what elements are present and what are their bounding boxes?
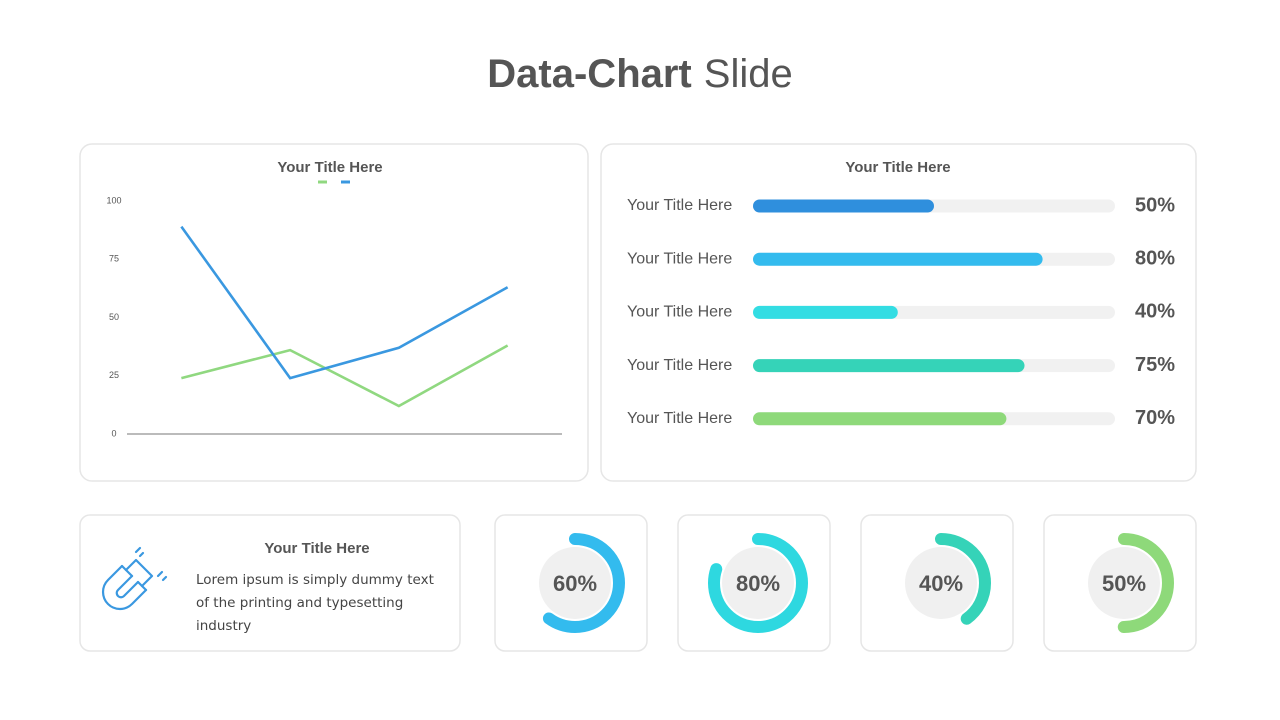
line-series [181, 344, 509, 408]
line-series [180, 225, 509, 380]
donut-center [539, 547, 611, 619]
slide-title: Data-Chart Slide [487, 52, 792, 96]
line-card [79, 143, 589, 482]
bar-label: Your Title Here [627, 304, 732, 321]
donut-label: 40% [919, 571, 963, 596]
value-label: 50% [1135, 194, 1175, 216]
bar [753, 252, 1043, 266]
info-card [79, 514, 461, 652]
bar-label: Your Title Here [627, 250, 732, 267]
title-bold: Data-Chart [487, 52, 691, 96]
value-label: 80% [1135, 247, 1175, 269]
donut-arc [1074, 533, 1174, 633]
info-text: Lorem ipsum is simply dummy text of the … [196, 572, 434, 634]
donut-center [905, 547, 977, 619]
y-tick-label: 25 [109, 370, 119, 380]
bar [753, 412, 1007, 426]
y-tick-label: 50 [109, 312, 119, 322]
donut-arc [891, 533, 991, 633]
donut-center [1088, 547, 1160, 619]
donut-label: 50% [1102, 571, 1146, 596]
donut-arc [525, 533, 625, 633]
value-label: 70% [1135, 407, 1175, 429]
bar [753, 199, 934, 213]
magnet-icon [101, 546, 168, 611]
chart-title: Your Title Here [277, 159, 382, 176]
bar-label: Your Title Here [627, 410, 732, 427]
donut-label: 60% [553, 571, 597, 596]
y-tick-label: 75 [109, 254, 119, 264]
bar [753, 305, 898, 319]
y-tick-label: 0 [111, 428, 116, 438]
donut-arc [708, 533, 808, 633]
title-rest: Slide [704, 52, 793, 96]
bar [753, 359, 1025, 373]
bar-label: Your Title Here [627, 357, 732, 374]
donut-center [722, 547, 794, 619]
y-tick-label: 100 [106, 195, 121, 205]
info-title: Your Title Here [264, 540, 369, 557]
value-label: 40% [1135, 301, 1175, 323]
chart-title: Your Title Here [845, 159, 950, 176]
bar-label: Your Title Here [627, 197, 732, 214]
donut-label: 80% [736, 571, 780, 596]
value-label: 75% [1135, 354, 1175, 376]
